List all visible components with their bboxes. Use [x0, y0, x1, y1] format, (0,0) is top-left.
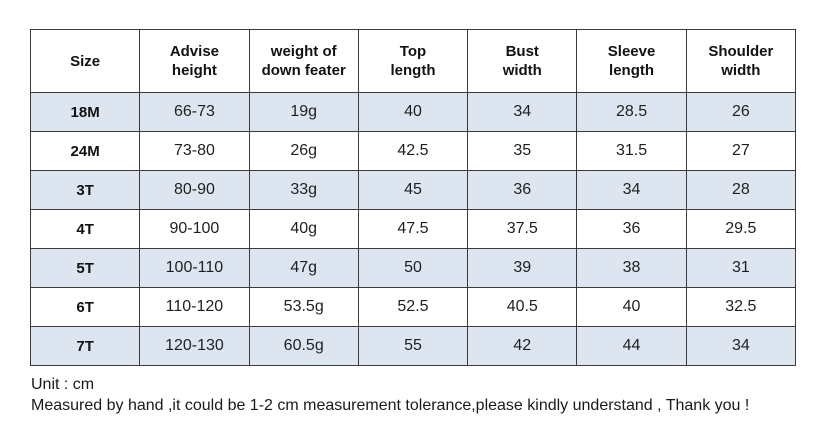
value-cell: 31: [685, 248, 797, 288]
table-row: 24M 73-80 26g 42.5 35 31.5 27: [29, 131, 797, 171]
value-cell: 120-130: [139, 326, 250, 366]
value-cell: 42: [467, 326, 578, 366]
value-cell: 60.5g: [248, 326, 359, 366]
size-chart-table: Size Advise height weight of down feater To…: [29, 29, 797, 366]
value-cell: 19g: [248, 92, 359, 132]
value-cell: 36: [576, 209, 687, 249]
value-cell: 33g: [248, 170, 359, 210]
size-cell: 6T: [29, 287, 141, 327]
value-cell: 52.5: [357, 287, 469, 327]
value-cell: 40: [357, 92, 469, 132]
value-cell: 35: [467, 131, 578, 171]
value-cell: 34: [576, 170, 687, 210]
header-row: Size Advise height weight of down feater To…: [29, 29, 797, 93]
value-cell: 40g: [248, 209, 359, 249]
size-cell: 24M: [29, 131, 141, 171]
table-row: 7T 120-130 60.5g 55 42 44 34: [29, 326, 797, 366]
value-cell: 32.5: [685, 287, 797, 327]
value-cell: 47.5: [357, 209, 469, 249]
table-row: 4T 90-100 40g 47.5 37.5 36 29.5: [29, 209, 797, 249]
value-cell: 40.5: [467, 287, 578, 327]
size-cell: 5T: [29, 248, 141, 288]
tolerance-note: Measured by hand ,it could be 1-2 cm mea…: [31, 397, 750, 414]
value-cell: 31.5: [576, 131, 687, 171]
header-cell: Shoulder width: [685, 29, 797, 93]
value-cell: 110-120: [139, 287, 250, 327]
header-cell: Size: [29, 29, 141, 93]
value-cell: 90-100: [139, 209, 250, 249]
value-cell: 55: [357, 326, 469, 366]
value-cell: 26: [685, 92, 797, 132]
header-cell: Top length: [357, 29, 469, 93]
value-cell: 28.5: [576, 92, 687, 132]
value-cell: 45: [357, 170, 469, 210]
value-cell: 40: [576, 287, 687, 327]
value-cell: 53.5g: [248, 287, 359, 327]
value-cell: 66-73: [139, 92, 250, 132]
value-cell: 34: [685, 326, 797, 366]
table-row: 5T 100-110 47g 50 39 38 31: [29, 248, 797, 288]
value-cell: 100-110: [139, 248, 250, 288]
value-cell: 44: [576, 326, 687, 366]
value-cell: 36: [467, 170, 578, 210]
size-cell: 3T: [29, 170, 141, 210]
size-cell: 18M: [29, 92, 141, 132]
value-cell: 26g: [248, 131, 359, 171]
unit-note: Unit : cm: [31, 376, 95, 393]
value-cell: 39: [467, 248, 578, 288]
value-cell: 34: [467, 92, 578, 132]
value-cell: 42.5: [357, 131, 469, 171]
size-cell: 7T: [29, 326, 141, 366]
header-cell: Bust width: [467, 29, 578, 93]
header-cell: Advise height: [139, 29, 250, 93]
header-cell: weight of down feater: [248, 29, 359, 93]
value-cell: 27: [685, 131, 797, 171]
size-cell: 4T: [29, 209, 141, 249]
value-cell: 29.5: [685, 209, 797, 249]
value-cell: 28: [685, 170, 797, 210]
table-row: 6T 110-120 53.5g 52.5 40.5 40 32.5: [29, 287, 797, 327]
value-cell: 37.5: [467, 209, 578, 249]
footer-notes: Unit : cm Measured by hand ,it could be …: [31, 374, 821, 416]
table-header: Size Advise height weight of down feater To…: [29, 29, 797, 93]
table-body: 18M 66-73 19g 40 34 28.5 26 24M 73-80 26g 42.5 35 31…: [29, 92, 797, 366]
value-cell: 47g: [248, 248, 359, 288]
value-cell: 38: [576, 248, 687, 288]
header-cell: Sleeve length: [576, 29, 687, 93]
value-cell: 50: [357, 248, 469, 288]
value-cell: 80-90: [139, 170, 250, 210]
value-cell: 73-80: [139, 131, 250, 171]
table-row: 18M 66-73 19g 40 34 28.5 26: [29, 92, 797, 132]
table-row: 3T 80-90 33g 45 36 34 28: [29, 170, 797, 210]
